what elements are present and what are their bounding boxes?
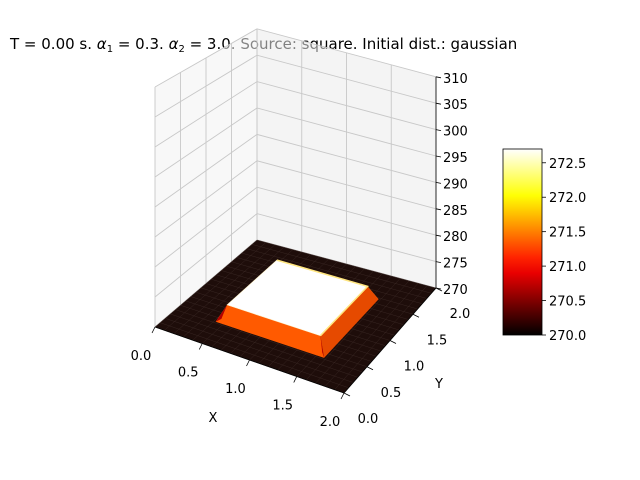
surface-wall-right [320, 286, 379, 358]
z-tick [435, 261, 442, 263]
colorbar-gradient [502, 148, 543, 336]
y-axis: 0.00.51.01.52.0 Y [343, 287, 471, 427]
x-tick [151, 326, 156, 334]
y-tick [412, 313, 420, 318]
x-tick-label: 0.0 [131, 349, 152, 364]
surface-mesh-line [306, 278, 401, 380]
grid-line-z [154, 186, 437, 268]
x-tick-label: 1.5 [272, 399, 293, 414]
colorbar-tick-label: 271.0 [549, 260, 586, 275]
z-tick [435, 234, 442, 237]
title-alpha1-sub: 1 [107, 44, 113, 55]
x-tick [246, 359, 250, 367]
colorbar-tick-label: 271.5 [549, 226, 586, 241]
surface-mesh-line [251, 244, 432, 294]
grid-line-z [154, 28, 437, 88]
y-tick-label: 0.0 [358, 412, 379, 427]
z-axis: 270 275 280 285 290 295 300 305 310 [435, 72, 468, 298]
x-tick-label: 0.5 [178, 366, 199, 381]
title-prefix: T = 0.00 s. [9, 35, 97, 53]
colorbar-tick-label: 272.5 [549, 157, 586, 172]
surface-corner [320, 335, 325, 358]
colorbar-tick-label: 272.0 [549, 191, 586, 206]
z-tick-label: 300 [443, 125, 468, 140]
grid-line-z [154, 133, 437, 208]
colorbar-tick-label: 270.5 [549, 295, 586, 310]
grid-line-z [154, 107, 437, 178]
z-tick-label: 270 [443, 283, 468, 298]
colorbar-tick-label: 270.0 [549, 329, 586, 344]
x-tick [293, 376, 298, 383]
y-tick [366, 366, 374, 371]
x-tick [340, 392, 345, 400]
z-tick [435, 208, 442, 211]
z-tick [435, 182, 442, 184]
title-alpha1: α [97, 35, 107, 53]
y-tick [389, 340, 397, 344]
surface-plot [154, 239, 437, 394]
surface-wall-front [215, 304, 325, 358]
y-tick-label: 1.5 [427, 333, 448, 348]
y-tick-label: 0.5 [381, 386, 402, 401]
z-tick-label: 285 [443, 204, 468, 219]
title-alpha1-rest: = 0.3. [113, 35, 169, 53]
z-tick-label: 275 [443, 257, 468, 272]
title-alpha2: α [169, 35, 179, 53]
z-tick [435, 155, 442, 158]
z-tick [435, 129, 442, 131]
x-tick-label: 2.0 [320, 415, 341, 430]
z-tick-label: 295 [443, 151, 468, 166]
y-tick [343, 392, 351, 397]
x-tick-label: 1.0 [225, 382, 246, 397]
surface-mesh-line [334, 285, 428, 390]
z-tick-label: 280 [443, 230, 468, 245]
y-axis-label: Y [434, 377, 443, 392]
z-tick-label: 310 [443, 72, 468, 87]
z-tick [435, 102, 442, 105]
z-tick [435, 76, 442, 79]
surface-mesh-line [315, 280, 410, 384]
surface-mesh-line [324, 283, 419, 387]
grid-line-z [154, 213, 437, 298]
z-tick-label: 290 [443, 177, 468, 192]
z-tick [435, 287, 442, 290]
z-tick-label: 305 [443, 98, 468, 113]
surface-corner [215, 304, 228, 322]
y-tick-label: 2.0 [450, 307, 471, 322]
grid-line-z [154, 160, 437, 238]
grid-line-z [154, 54, 437, 118]
grid-line-z [154, 81, 437, 148]
title-alpha2-sub: 2 [178, 44, 184, 55]
x-tick [198, 343, 203, 350]
surface-mesh-line [246, 248, 427, 299]
x-axis-label: X [209, 411, 218, 426]
x-axis: 0.0 0.5 1.0 1.5 2.0 X [131, 326, 345, 430]
y-tick-label: 1.0 [404, 360, 425, 375]
surface-plateau-rim [276, 259, 369, 337]
colorbar: 270.0 270.5 271.0 271.5 272.0 272.5 [502, 148, 586, 344]
